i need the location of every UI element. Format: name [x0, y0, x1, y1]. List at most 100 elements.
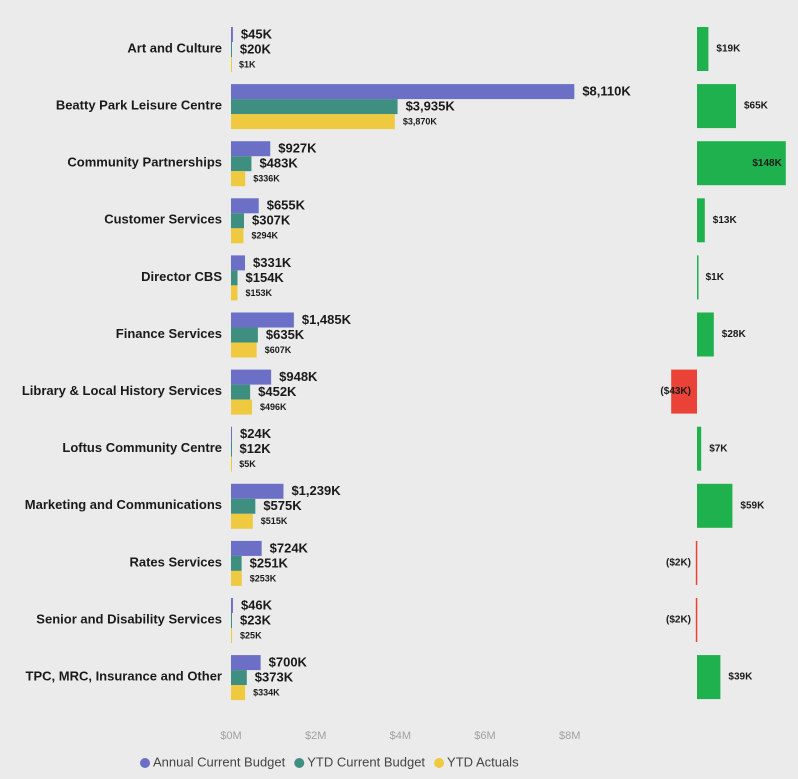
variance-bar [697, 255, 699, 300]
x-tick-label: $4M [390, 730, 411, 742]
data-label: $496K [260, 402, 287, 412]
data-label: $12K [240, 441, 272, 456]
data-label: $1,485K [302, 312, 352, 327]
data-label: $8,110K [582, 84, 631, 99]
data-label: $23K [240, 612, 272, 627]
bar [231, 342, 257, 358]
variance-label: ($2K) [666, 558, 691, 569]
data-label: $575K [263, 498, 302, 513]
variance-label: $65K [744, 101, 769, 112]
data-label: $25K [240, 630, 262, 640]
variance-label: $19K [716, 44, 741, 55]
bar [231, 57, 232, 72]
category-label: Community Partnerships [67, 155, 222, 170]
bar [231, 141, 271, 157]
variance-label: $28K [722, 329, 747, 340]
category-label: Beatty Park Leisure Centre [56, 98, 222, 113]
bar [231, 483, 284, 499]
x-tick-label: $2M [305, 730, 326, 742]
data-label: $452K [258, 384, 297, 399]
bar [231, 198, 259, 214]
bar [231, 255, 246, 271]
bar [231, 540, 262, 556]
data-label: $45K [241, 26, 273, 41]
variance-bar [697, 84, 736, 129]
category-label: Customer Services [104, 212, 222, 227]
category-label: Senior and Disability Services [36, 611, 222, 626]
variance-bar [697, 198, 705, 243]
bar [231, 655, 261, 671]
data-label: $20K [240, 41, 272, 56]
variance-label: ($2K) [666, 615, 691, 626]
category-label: Art and Culture [127, 40, 222, 55]
bar [231, 456, 232, 472]
data-label: $483K [259, 156, 298, 171]
legend-marker [434, 758, 445, 768]
data-label: $331K [253, 255, 292, 270]
data-label: $515K [261, 516, 288, 526]
category-label: TPC, MRC, Insurance and Other [26, 669, 222, 684]
bar [231, 670, 247, 686]
bar [231, 513, 253, 529]
data-label: $334K [253, 687, 280, 697]
data-label: $724K [270, 540, 309, 555]
data-label: $3,870K [403, 116, 438, 126]
category-label: Director CBS [141, 269, 222, 284]
variance-bar [697, 312, 714, 357]
variance-label: ($43K) [660, 386, 691, 397]
data-label: $46K [241, 597, 273, 612]
data-label: $253K [250, 573, 277, 583]
bar [231, 555, 242, 571]
data-label: $1,239K [291, 483, 341, 498]
bar [231, 312, 294, 328]
variance-label: $13K [713, 215, 738, 226]
category-label: Loftus Community Centre [62, 440, 222, 455]
variance-bar [697, 426, 702, 471]
data-label: $927K [278, 141, 317, 156]
variance-bar [695, 598, 698, 642]
legend-label: YTD Actuals [447, 754, 519, 769]
variance-label: $1K [706, 272, 725, 283]
data-label: $307K [252, 213, 291, 228]
bar [231, 399, 252, 415]
bar [231, 213, 244, 229]
data-label: $948K [279, 369, 318, 384]
bar [231, 598, 233, 613]
legend-label: Annual Current Budget [153, 754, 286, 769]
data-label: $607K [265, 345, 292, 355]
variance-bar [695, 540, 698, 585]
bar [231, 384, 251, 400]
variance-label: $7K [709, 443, 728, 454]
x-tick-label: $6M [474, 730, 495, 742]
variance-label: $148K [752, 158, 782, 169]
bar [231, 628, 233, 643]
bar [231, 570, 242, 586]
bar [231, 685, 246, 701]
bar [231, 99, 398, 115]
bar [231, 228, 244, 244]
legend-label: YTD Current Budget [307, 754, 425, 769]
bar [231, 426, 233, 442]
data-label: $635K [266, 327, 305, 342]
bar [231, 498, 256, 514]
x-tick-label: $8M [559, 730, 580, 742]
data-label: $153K [245, 288, 272, 298]
bar [231, 327, 258, 343]
variance-bar [697, 141, 786, 186]
x-tick-label: $0M [220, 730, 241, 742]
bar [231, 42, 232, 57]
bar [231, 156, 252, 172]
variance-bar [697, 655, 721, 700]
bar [231, 27, 233, 42]
data-label: $5K [239, 459, 256, 469]
data-label: $700K [269, 655, 308, 670]
data-label: $1K [239, 59, 256, 69]
category-label: Library & Local History Services [22, 383, 222, 398]
data-label: $373K [255, 670, 294, 685]
variance-bar [697, 483, 733, 528]
data-label: $251K [250, 555, 289, 570]
data-label: $3,935K [406, 99, 456, 114]
data-label: $24K [240, 426, 272, 441]
bar [231, 613, 232, 628]
